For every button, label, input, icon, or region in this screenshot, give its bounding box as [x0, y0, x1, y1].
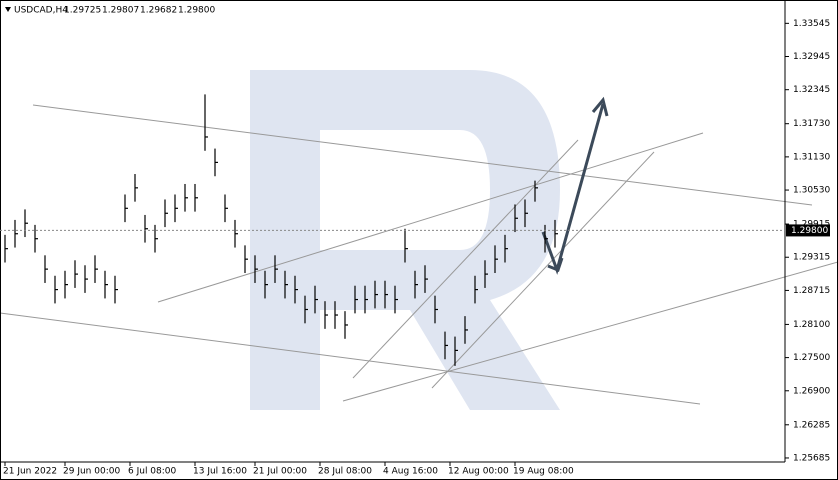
last-price-label: 1.29800 — [791, 226, 828, 236]
menu-icon — [5, 7, 11, 12]
quote-open: 1.29725 — [64, 6, 101, 16]
last-price-tag — [786, 224, 830, 237]
y-tick-label: 1.29315 — [793, 253, 830, 263]
chart-title: USDCAD,H4 — [14, 6, 68, 16]
y-tick-label: 1.32345 — [793, 85, 830, 95]
y-tick-label: 1.25685 — [793, 453, 830, 463]
y-tick-label: 1.28100 — [793, 320, 830, 330]
y-tick-label: 1.32945 — [793, 52, 830, 62]
y-tick-label: 1.33545 — [793, 19, 830, 29]
x-tick-label: 19 Aug 08:00 — [513, 467, 574, 477]
y-tick-label: 1.27500 — [793, 353, 830, 363]
y-tick-label: 1.28715 — [793, 286, 830, 296]
y-tick-label: 1.26285 — [793, 420, 830, 430]
y-tick-label: 1.30530 — [793, 186, 830, 196]
y-tick-label: 1.31730 — [793, 119, 830, 129]
quote-high: 1.29807 — [102, 6, 139, 16]
x-tick-label: 12 Aug 00:00 — [448, 467, 509, 477]
x-tick-label: 4 Aug 16:00 — [383, 467, 438, 477]
x-tick-label: 29 Jun 00:00 — [63, 467, 120, 477]
quote-low: 1.29682 — [140, 6, 177, 16]
x-tick-label: 28 Jul 08:00 — [318, 467, 372, 477]
forecast-arrow — [541, 96, 609, 275]
x-tick-label: 21 Jul 00:00 — [253, 467, 307, 477]
watermark — [250, 70, 560, 410]
x-tick-label: 13 Jul 16:00 — [193, 467, 247, 477]
quote-close: 1.29800 — [178, 6, 215, 16]
y-tick-label: 1.31130 — [793, 152, 830, 162]
x-tick-label: 21 Jun 2022 — [3, 467, 57, 477]
trend-lines — [0, 104, 838, 405]
x-tick-label: 6 Jul 08:00 — [128, 467, 177, 477]
y-tick-label: 1.26900 — [793, 386, 830, 396]
